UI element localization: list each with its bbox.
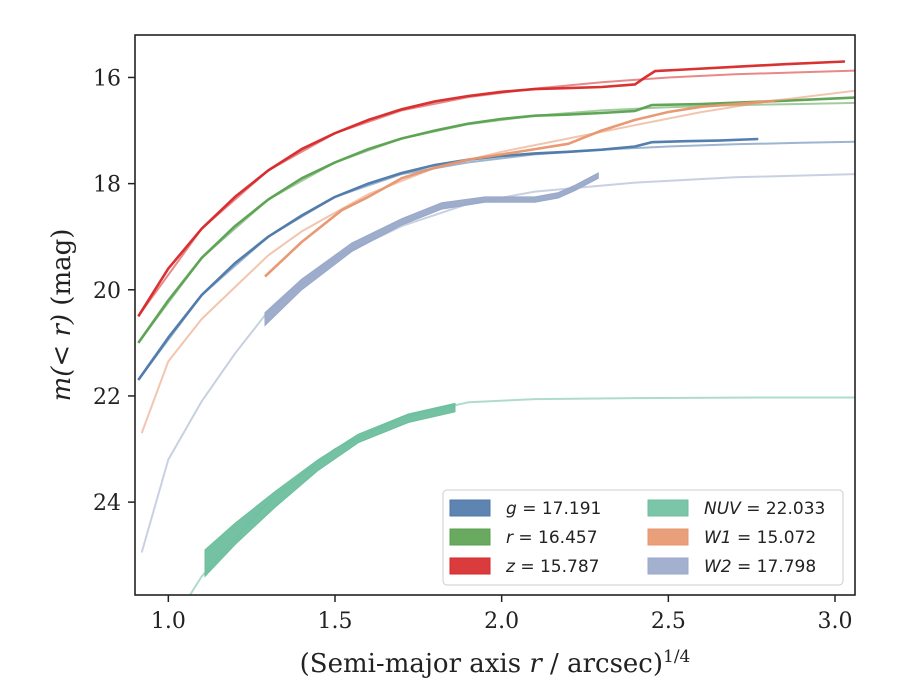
legend-frame: [442, 489, 844, 586]
profile-line-z: [137, 60, 846, 317]
legend-swatch-g: [449, 499, 491, 517]
y-tick-label: 16: [93, 66, 121, 91]
x-tick-label: 2.5: [651, 609, 686, 634]
legend-swatch-w1: [647, 528, 689, 546]
y-tick-label: 18: [93, 173, 121, 198]
legend-label-w2: W2 = 17.798: [704, 557, 816, 577]
series-layer: [137, 60, 855, 595]
y-tick-label: 22: [93, 385, 121, 410]
legend-swatch-z: [449, 557, 491, 575]
profile-band-nuv: [204, 402, 456, 578]
x-axis: 1.0 1.5 2.0 2.5 3.0: [151, 595, 853, 634]
y-axis-label: m(< r) (mag): [47, 229, 77, 402]
y-axis: 16 18 20 22 24: [93, 66, 135, 516]
legend-label-g: g = 17.191: [506, 499, 601, 519]
profile-line-r: [137, 96, 855, 344]
x-tick-label: 3.0: [818, 609, 853, 634]
x-axis-label: (Semi-major axis r / arcsec)1/4: [300, 647, 691, 679]
legend: g = 17.191 r = 16.457 z = 15.787 NUV = 22.0…: [442, 489, 844, 586]
legend-swatch-w2: [647, 557, 689, 575]
y-tick-label: 20: [93, 279, 121, 304]
x-tick-label: 1.0: [151, 609, 186, 634]
legend-label-w1: W1 = 15.072: [704, 528, 816, 548]
legend-label-nuv: NUV = 22.033: [704, 499, 825, 519]
legend-swatch-nuv: [647, 499, 689, 517]
profile-line-g: [137, 137, 759, 381]
plot-frame: [134, 34, 856, 596]
x-tick-label: 1.5: [318, 609, 353, 634]
legend-label-r: r = 16.457: [506, 528, 598, 548]
profile-band-w2: [264, 172, 599, 327]
profile-line-w1: [264, 99, 776, 278]
y-tick-label: 24: [93, 491, 121, 516]
x-tick-label: 2.0: [484, 609, 519, 634]
legend-swatch-r: [449, 528, 491, 546]
legend-label-z: z = 15.787: [505, 557, 599, 577]
